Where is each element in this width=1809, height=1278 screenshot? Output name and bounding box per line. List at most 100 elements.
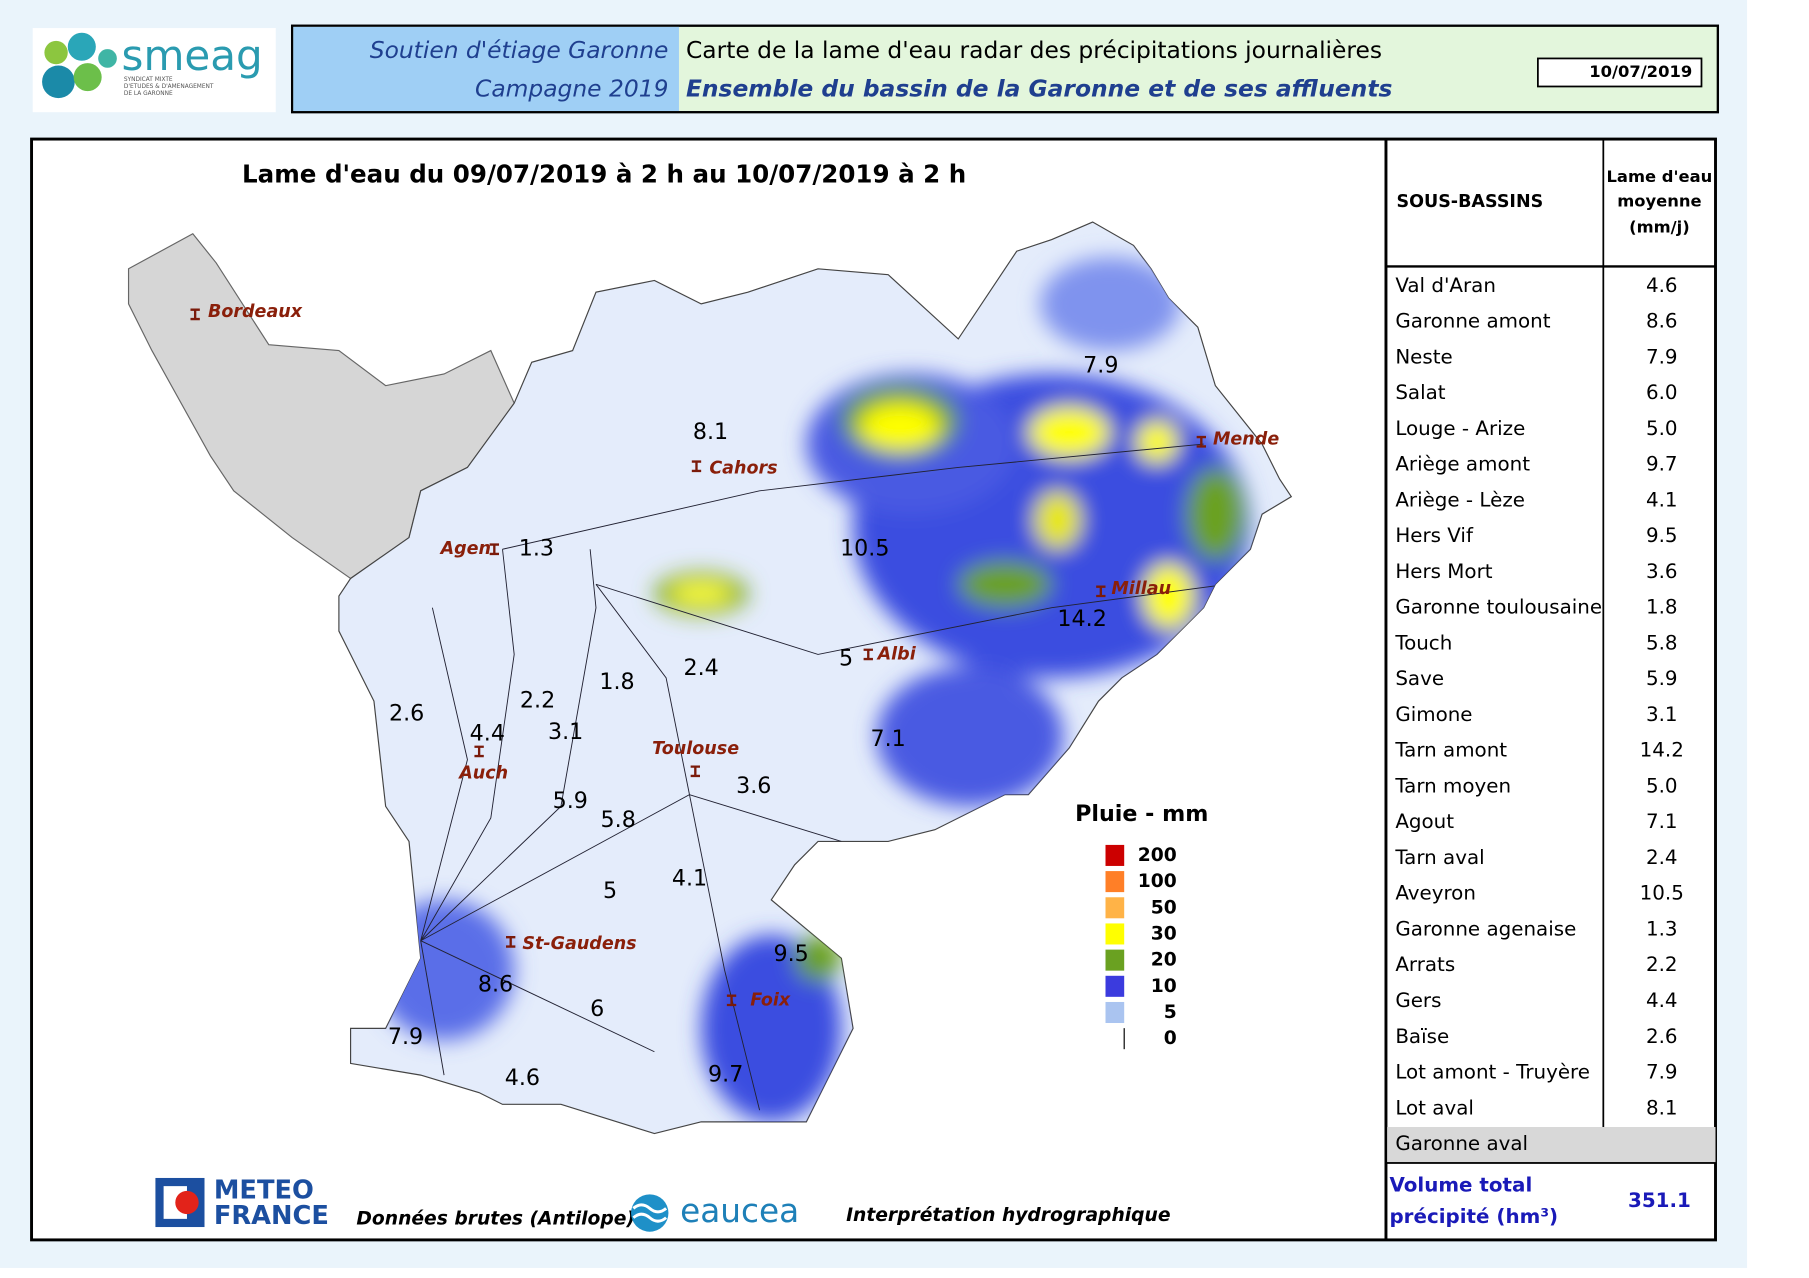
legend-swatch (1105, 844, 1125, 866)
city-label: Mende (1213, 429, 1279, 449)
row-name: Hers Vif (1395, 524, 1474, 547)
row-value: 3.6 (1646, 560, 1678, 583)
row-value: 9.5 (1646, 524, 1678, 547)
basin-value: 6 (590, 996, 604, 1022)
logo-subtitle: DE LA GARONNE (124, 91, 173, 97)
basin-value: 7.9 (1083, 352, 1118, 378)
row-value: 10.5 (1640, 882, 1684, 905)
header-left (293, 26, 679, 112)
row-name: Aveyron (1395, 882, 1476, 905)
source-text: Données brutes (Antilope) (356, 1208, 635, 1229)
row-value: 7.9 (1646, 345, 1678, 368)
basin-value: 4.6 (505, 1065, 540, 1091)
row-name: Hers Mort (1395, 560, 1492, 583)
row-value: 6.0 (1646, 381, 1678, 404)
header-title-right: Carte de la lame d'eau radar des précipi… (686, 36, 1382, 64)
city-marker (190, 308, 200, 321)
legend-label: 200 (1138, 845, 1177, 866)
legend-swatch (1105, 871, 1125, 893)
city-marker (726, 994, 737, 1007)
legend-label: 20 (1151, 950, 1177, 971)
table-header: moyenne (1617, 192, 1701, 211)
basin-value: 2.6 (389, 701, 424, 727)
row-name: Tarn moyen (1394, 774, 1511, 797)
row-value: 1.3 (1646, 917, 1678, 940)
eaucea-logo (631, 1194, 669, 1232)
city-label: Albi (876, 644, 917, 664)
city-label: Toulouse (652, 739, 739, 759)
basin-value: 5.8 (601, 807, 636, 833)
row-name: Gimone (1395, 703, 1472, 726)
basin-value: 7.1 (870, 726, 905, 752)
city-label: St-Gaudens (522, 934, 636, 954)
row-name: Ariège - Lèze (1395, 488, 1525, 511)
basin-value: 5.9 (553, 788, 588, 814)
basin-value: 9.7 (708, 1062, 743, 1088)
row-name: Garonne toulousaine (1395, 596, 1602, 619)
row-value: 9.7 (1646, 453, 1678, 476)
row-name: Garonne aval (1395, 1132, 1528, 1155)
legend-swatch (1105, 923, 1125, 945)
logo-text: smeag (122, 31, 263, 80)
row-value: 14.2 (1640, 739, 1684, 762)
total-label: Volume total (1389, 1174, 1532, 1197)
city-marker (474, 745, 484, 758)
basin-value: 8.6 (478, 972, 513, 998)
header-subtitle: Ensemble du bassin de la Garonne et de s… (686, 74, 1393, 102)
row-name: Val d'Aran (1395, 274, 1496, 297)
meteo-text: FRANCE (214, 1201, 329, 1231)
row-name: Baïse (1395, 1025, 1449, 1048)
table-header: SOUS-BASSINS (1396, 192, 1543, 212)
basin-value: 1.8 (599, 669, 634, 695)
rivers (420, 443, 1228, 1111)
date-box (1537, 57, 1703, 88)
legend-swatch (1105, 1001, 1125, 1024)
header-title-left: Soutien d'étiage Garonne (370, 36, 669, 64)
basin-value: 5 (603, 878, 617, 904)
city-label: Cahors (709, 459, 777, 479)
city-marker (506, 936, 516, 948)
row-value: 2.4 (1646, 846, 1678, 869)
row-value: 4.6 (1646, 274, 1678, 297)
basin-value: 10.5 (840, 536, 889, 562)
legend-label: 50 (1151, 897, 1177, 918)
legend-label: 5 (1164, 1002, 1177, 1023)
row-value: 7.1 (1646, 810, 1678, 833)
table-header: Lame d'eau (1607, 167, 1713, 186)
basin-value: 1.3 (519, 536, 554, 562)
row-value: 4.4 (1646, 989, 1678, 1012)
row-value: 1.8 (1646, 596, 1678, 619)
row-name: Agout (1395, 810, 1454, 833)
city-label: Agen (439, 539, 491, 559)
total-value: 351.1 (1628, 1189, 1691, 1212)
row-value: 8.6 (1646, 310, 1678, 333)
city-label: Bordeaux (208, 302, 303, 322)
eaucea-text: eaucea (680, 1192, 799, 1230)
row-name: Lot amont - Truyère (1395, 1061, 1590, 1084)
legend-swatch (1105, 897, 1125, 919)
basin-value: 2.4 (684, 655, 719, 681)
legend-label: 0 (1164, 1028, 1177, 1049)
basin-value: 14.2 (1057, 606, 1106, 632)
legend-swatch (1105, 975, 1125, 997)
row-bg (1387, 1127, 1716, 1163)
total-label: précipité (hm³) (1389, 1205, 1558, 1228)
city-marker (1096, 585, 1106, 598)
city-label: Millau (1111, 579, 1171, 599)
basin-value: 4.1 (672, 865, 707, 891)
meteo-text: METEO (214, 1175, 314, 1205)
row-value: 5.9 (1646, 667, 1678, 690)
basin-value: 3.6 (736, 773, 771, 799)
row-value: 4.1 (1646, 488, 1678, 511)
row-name: Tarn aval (1394, 846, 1484, 869)
row-name: Gers (1395, 989, 1441, 1012)
row-value: 8.1 (1646, 1096, 1678, 1119)
row-name: Garonne agenaise (1395, 917, 1576, 940)
row-value: 7.9 (1646, 1061, 1678, 1084)
row-name: Ariège amont (1395, 453, 1530, 476)
date: 10/07/2019 (1589, 62, 1692, 81)
legend-swatch (1105, 949, 1125, 971)
row-name: Lot aval (1395, 1096, 1474, 1119)
header-title-left: Campagne 2019 (475, 74, 668, 102)
row-name: Save (1395, 667, 1444, 690)
